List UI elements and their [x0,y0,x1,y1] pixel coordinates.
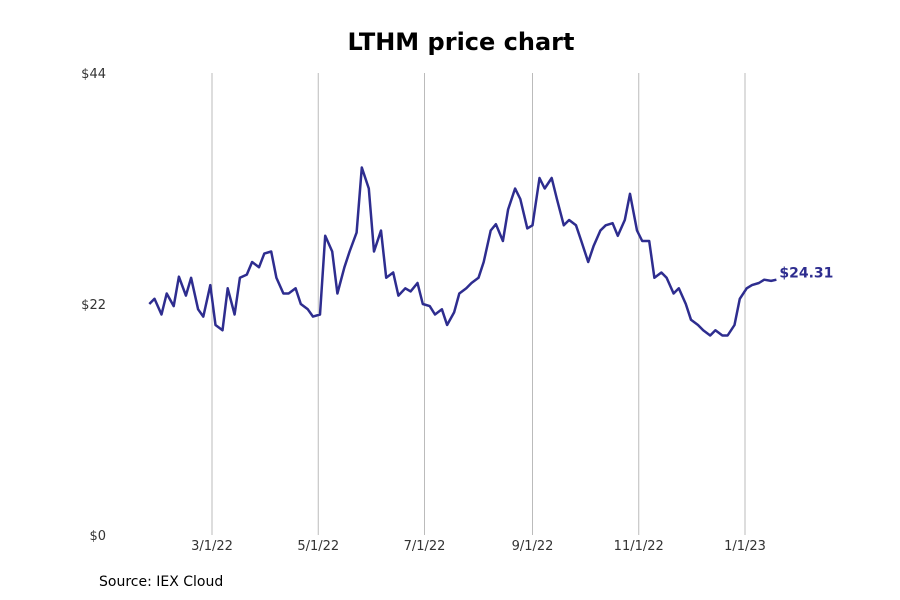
y-axis-ticks: $0 $22 $44 [81,67,106,544]
x-tick-label: 3/1/22 [191,539,233,554]
chart-title: LTHM price chart [347,28,575,56]
y-tick-label: $0 [89,529,106,544]
last-price-label: $24.31 [779,266,833,282]
x-tick-label: 5/1/22 [297,539,339,554]
x-axis-ticks: 3/1/22 5/1/22 7/1/22 9/1/22 11/1/22 1/1/23 [191,539,766,554]
source-note: Source: IEX Cloud [99,574,224,590]
grid-lines [211,73,746,535]
x-tick-label: 9/1/22 [512,539,554,554]
x-tick-label: 1/1/23 [724,539,766,554]
y-tick-label: $44 [81,67,106,82]
x-tick-label: 7/1/22 [404,539,446,554]
y-tick-label: $22 [81,298,106,313]
x-tick-label: 11/1/22 [614,539,664,554]
price-line [148,166,777,337]
